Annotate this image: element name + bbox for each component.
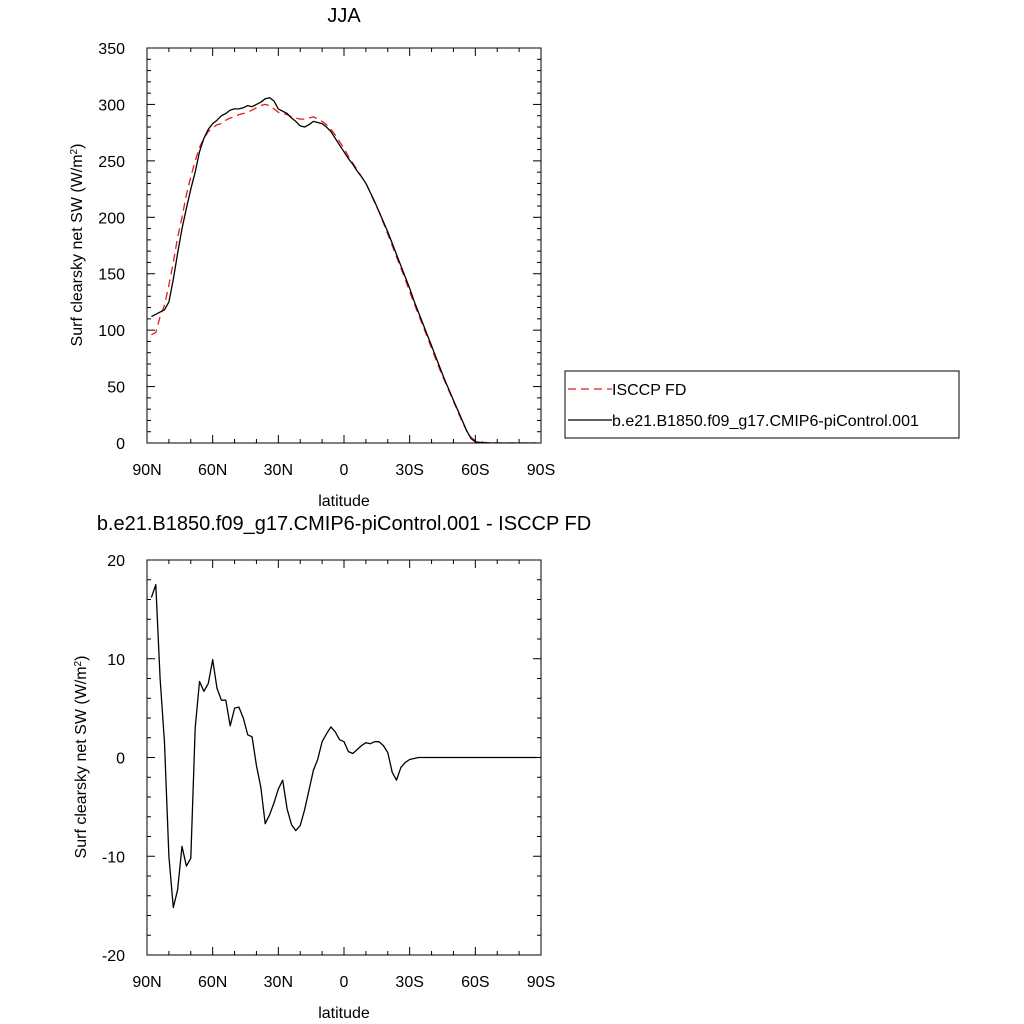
bottom-y-axis-label: Surf clearsky net SW (W/m2)	[73, 656, 91, 859]
bottom-y-tick-label: 20	[107, 553, 125, 570]
bottom-y-tick-label: -10	[102, 849, 125, 866]
bottom-x-tick-label: 0	[340, 974, 349, 991]
legend-label-isccp: ISCCP FD	[612, 382, 686, 399]
top-x-tick-label: 60N	[198, 462, 227, 479]
bottom-chart: b.e21.B1850.f09_g17.CMIP6-piControl.001 …	[73, 513, 592, 1022]
top-y-tick-label: 100	[98, 323, 125, 340]
top-x-tick-label: 0	[340, 462, 349, 479]
top-chart: JJA 90N 60N 30N 0 30S 60S 90S 0 50 100 150 200 250 30…	[69, 5, 960, 510]
top-y-tick-label: 250	[98, 154, 125, 171]
top-y-tick-label: 150	[98, 267, 125, 284]
legend-label-model: b.e21.B1850.f09_g17.CMIP6-piControl.001	[612, 413, 919, 430]
bottom-y-tick-label: 10	[107, 652, 125, 669]
bottom-plot-area: 90N 60N 30N 0 30S 60S 90S -20 -10 0 10 20	[102, 553, 555, 991]
top-plot-frame	[146, 47, 542, 444]
top-x-axis-label: latitude	[318, 493, 370, 510]
top-x-tick-label: 90S	[527, 462, 555, 479]
top-y-tick-label: 350	[98, 41, 125, 58]
bottom-series-line-difference	[150, 584, 537, 909]
bottom-chart-title: b.e21.B1850.f09_g17.CMIP6-piControl.001 …	[97, 513, 591, 535]
top-y-tick-label: 300	[98, 97, 125, 114]
top-y-axis-label-close: )	[69, 144, 86, 149]
top-x-tick-label: 30N	[264, 462, 293, 479]
bottom-x-tick-label: 90N	[132, 974, 161, 991]
top-x-tick-label: 30S	[395, 462, 423, 479]
top-series-line-isccp-fd	[151, 103, 537, 443]
bottom-x-tick-label: 90S	[527, 974, 555, 991]
bottom-x-tick-label: 30N	[264, 974, 293, 991]
bottom-y-axis-label-sup: 2	[73, 660, 84, 666]
bottom-x-tick-label: 60S	[461, 974, 489, 991]
top-chart-title: JJA	[327, 5, 361, 27]
top-series-line-b-e21-b1850-f09-g17-cmip6-picontrol-001	[151, 97, 537, 443]
top-y-axis-label: Surf clearsky net SW (W/m2)	[69, 144, 87, 347]
top-y-tick-label: 50	[107, 380, 125, 397]
bottom-y-tick-label: -20	[102, 948, 125, 965]
bottom-y-axis-label-main: Surf clearsky net SW (W/m	[73, 666, 90, 858]
bottom-y-axis-label-close: )	[73, 656, 90, 661]
top-y-tick-label: 0	[116, 436, 125, 453]
legend: ISCCP FD b.e21.B1850.f09_g17.CMIP6-piCon…	[564, 370, 960, 439]
top-plot-area: 90N 60N 30N 0 30S 60S 90S 0 50 100 150 200 250 300 350	[98, 41, 555, 479]
top-y-axis-label-main: Surf clearsky net SW (W/m	[69, 154, 86, 346]
top-y-axis-label-sup: 2	[69, 148, 80, 154]
top-x-tick-label: 90N	[132, 462, 161, 479]
bottom-x-tick-label: 60N	[198, 974, 227, 991]
legend-box	[564, 370, 960, 439]
top-x-tick-label: 60S	[461, 462, 489, 479]
bottom-x-tick-label: 30S	[395, 974, 423, 991]
bottom-y-tick-label: 0	[116, 751, 125, 768]
bottom-x-axis-label: latitude	[318, 1005, 370, 1022]
top-y-tick-label: 200	[98, 210, 125, 227]
